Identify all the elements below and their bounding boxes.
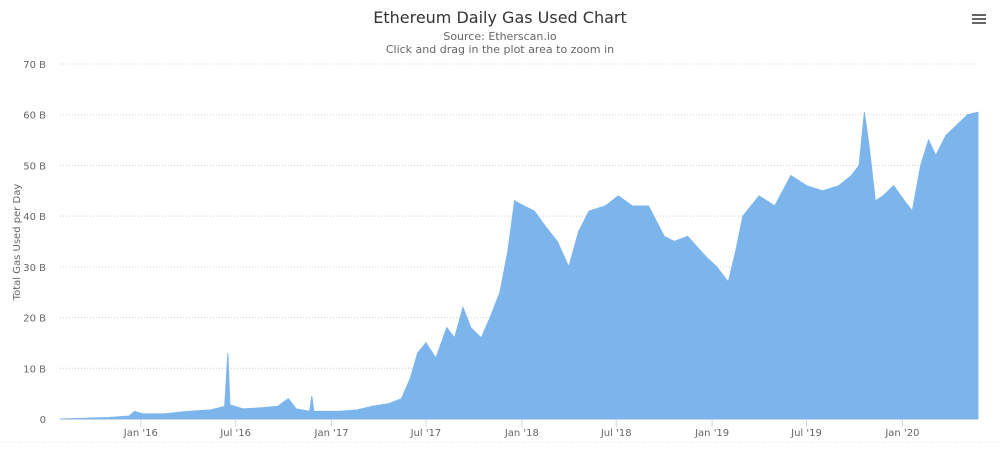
x-tick-label: Jan '20 xyxy=(884,428,919,439)
x-tick-label: Jul '16 xyxy=(219,428,251,439)
x-tick-label: Jan '19 xyxy=(694,428,729,439)
y-tick-label: 70 B xyxy=(23,60,46,71)
y-tick-label: 30 B xyxy=(23,263,46,274)
x-tick-label: Jul '18 xyxy=(600,428,632,439)
y-tick-label: 10 B xyxy=(23,364,46,375)
y-tick-label: 40 B xyxy=(23,212,46,223)
hamburger-menu-icon[interactable] xyxy=(972,14,986,26)
chart-title: Ethereum Daily Gas Used Chart xyxy=(373,8,627,27)
x-tick-label: Jan '18 xyxy=(504,428,539,439)
y-tick-label: 0 xyxy=(40,415,46,426)
x-tick-label: Jul '19 xyxy=(790,428,822,439)
y-tick-label: 20 B xyxy=(23,314,46,325)
series-area xyxy=(59,111,979,420)
x-tick-label: Jan '16 xyxy=(123,428,158,439)
chart-subtitle: Source: Etherscan.io xyxy=(443,30,557,43)
y-axis-title: Total Gas Used per Day xyxy=(12,184,23,302)
x-tick-label: Jul '17 xyxy=(410,428,442,439)
x-tick-label: Jan '17 xyxy=(314,428,349,439)
zoom-instruction: Click and drag in the plot area to zoom … xyxy=(385,43,615,56)
y-tick-label: 50 B xyxy=(23,161,46,172)
y-tick-label: 60 B xyxy=(23,111,46,122)
